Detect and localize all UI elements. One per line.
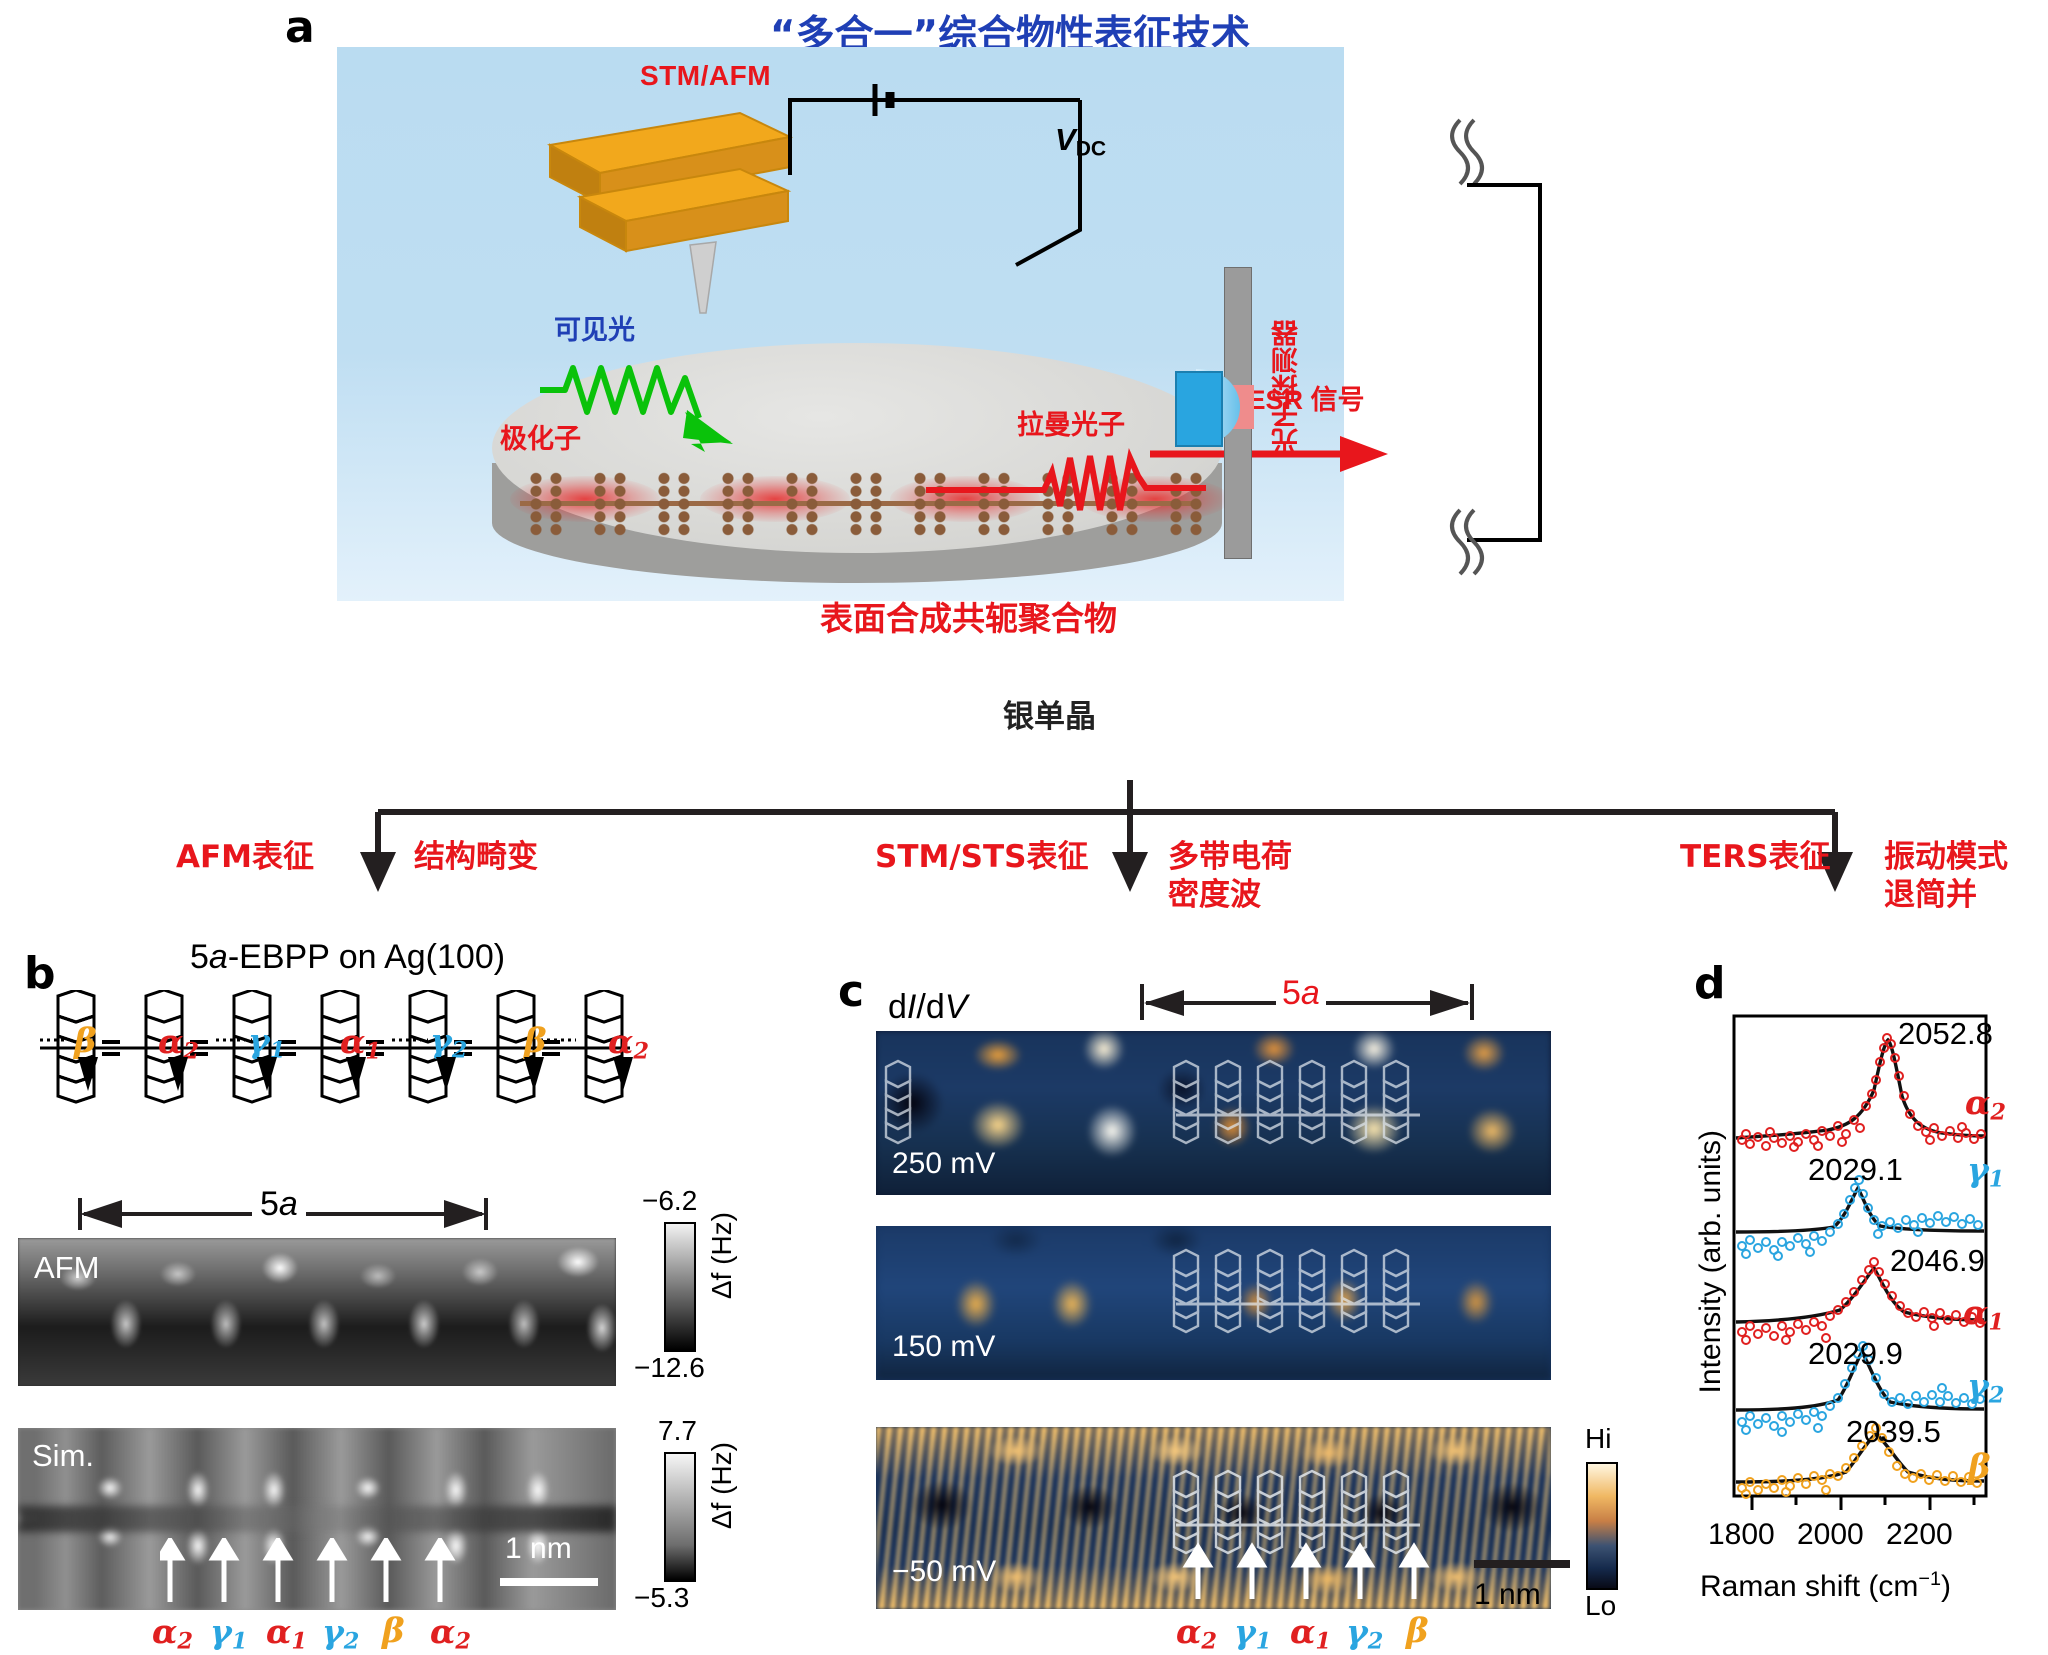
tuning-fork-probe [547, 111, 794, 314]
branch-result-ters-line2: 退简并 [1884, 877, 1977, 913]
panel-letter-d: d [1694, 958, 1726, 1009]
branch-method-ters: TERS表征 [1680, 839, 1831, 875]
sim-cbar-min: −5.3 [634, 1582, 690, 1613]
chain-label-gamma2: γ2 [430, 1021, 468, 1064]
branch-method-afm: AFM表征 [176, 839, 315, 875]
incident-light-arrow [540, 365, 733, 452]
branch-result-stm-line2: 密度波 [1168, 877, 1261, 913]
xtick-2200: 2200 [1886, 1518, 1953, 1551]
branch-result-stm-line1: 多带电荷 [1168, 839, 1292, 875]
sim-cbar-unit: Δf (Hz) [706, 1442, 737, 1530]
sim-label-gamma2: γ2 [322, 1612, 360, 1655]
series-label-gamma1: γ1 [1967, 1150, 2005, 1193]
sim-image [18, 1428, 616, 1610]
period-label-b: 5a [252, 1185, 306, 1224]
raman-plot [1732, 1014, 1988, 1510]
series-label-alpha1: α1 [1963, 1293, 2005, 1336]
branch-connector [360, 780, 1853, 892]
xtick-1800: 1800 [1708, 1518, 1775, 1551]
stm-image-250mv: 250 mV [876, 1031, 1551, 1195]
afm-colorbar [664, 1222, 696, 1352]
detector-wiring [1450, 118, 1542, 576]
stm-label-alpha1: α1 [1290, 1612, 1332, 1655]
panel-d-xlabel: Raman shift (cm−1) [1700, 1568, 1951, 1603]
branch-method-stm: STM/STS表征 [875, 839, 1089, 875]
afm-image-label: AFM [34, 1250, 100, 1285]
molecular-structure-diagram [40, 990, 630, 1104]
chain-label-alpha1: α1 [340, 1022, 382, 1065]
sim-label-beta: β [382, 1611, 405, 1651]
sim-label-alpha1: α1 [266, 1612, 308, 1655]
sim-scalebar [500, 1578, 598, 1586]
peak-label-beta: 2039.5 [1846, 1414, 1941, 1449]
afm-cbar-unit: Δf (Hz) [706, 1212, 737, 1300]
stm-cbar-lo: Lo [1585, 1590, 1617, 1621]
raman-photon-wave [926, 448, 1206, 511]
sim-cbar-max: 7.7 [658, 1415, 697, 1446]
sim-image-label: Sim. [32, 1438, 94, 1473]
sim-label-gamma1: γ1 [210, 1612, 248, 1655]
stm-label-gamma2: γ2 [1346, 1612, 1384, 1655]
bias-voltage-label: VDC [1055, 122, 1107, 161]
polymer-label: 表面合成共轭聚合物 [820, 599, 1117, 638]
stm-scalebar-label: 1 nm [1474, 1578, 1541, 1611]
branch-result-ters-line1: 振动模式 [1884, 839, 2008, 875]
voltage-label-150mv: 150 mV [892, 1330, 996, 1363]
afm-image [18, 1238, 616, 1386]
substrate-label: 银单晶 [1003, 699, 1096, 735]
xtick-2000: 2000 [1797, 1518, 1864, 1551]
chain-label-alpha2-2: α2 [608, 1022, 650, 1065]
chain-label-beta-1: β [74, 1021, 97, 1061]
panel-d-ylabel: Intensity (arb. units) [1694, 1130, 1727, 1394]
peak-label-alpha2: 2052.8 [1898, 1016, 1993, 1051]
panel-b-title: 5a-EBPP on Ag(100) [190, 938, 506, 976]
polaron-label: 极化子 [500, 424, 581, 455]
chain-label-arrows [78, 1057, 633, 1091]
stm-scalebar [1474, 1560, 1570, 1568]
panel-letter-a: a [285, 2, 315, 53]
stm-label-beta: β [1406, 1611, 1429, 1651]
afm-cbar-min: −12.6 [634, 1352, 705, 1383]
stm-image-150mv: 150 mV [876, 1226, 1551, 1380]
sim-scalebar-label: 1 nm [505, 1532, 572, 1565]
sim-arrow-markers [160, 1538, 456, 1602]
didv-label: dI/dV [888, 988, 968, 1026]
sim-colorbar [664, 1452, 696, 1582]
stm-colorbar [1586, 1462, 1618, 1590]
panel-letter-c: c [838, 966, 865, 1017]
panel-letter-b: b [24, 948, 56, 999]
photodetector-label: 光子探测器 [1272, 320, 1303, 455]
voltage-label-minus50mv: −50 mV [892, 1555, 997, 1588]
sim-label-alpha2-a: α2 [152, 1612, 194, 1655]
stm-afm-label: STM/AFM [640, 60, 772, 91]
stm-arrow-markers [1182, 1542, 1430, 1599]
series-label-gamma2: γ2 [1967, 1366, 2005, 1409]
detector-lens [1175, 371, 1223, 447]
afm-cbar-max: −6.2 [642, 1185, 698, 1216]
voltage-label-250mv: 250 mV [892, 1147, 996, 1180]
bias-circuit [788, 84, 1082, 267]
stm-label-alpha2: α2 [1176, 1612, 1218, 1655]
peak-label-alpha1: 2046.9 [1890, 1243, 1985, 1278]
series-label-alpha2: α2 [1965, 1083, 2007, 1126]
chain-label-alpha2-1: α2 [158, 1022, 200, 1065]
raman-photon-label: 拉曼光子 [1017, 410, 1125, 441]
stm-image-minus50mv: −50 mV [876, 1427, 1551, 1609]
chain-label-beta-2: β [524, 1021, 547, 1061]
visible-light-label: 可见光 [554, 315, 635, 346]
stm-label-gamma1: γ1 [1234, 1612, 1272, 1655]
period-label-c: 5a [1276, 974, 1326, 1013]
series-label-beta: β [1968, 1447, 1991, 1487]
peak-label-gamma2: 2029.9 [1808, 1336, 1903, 1371]
sim-label-alpha2-b: α2 [430, 1612, 472, 1655]
stm-cbar-hi: Hi [1585, 1423, 1612, 1454]
peak-label-gamma1: 2029.1 [1808, 1152, 1903, 1187]
branch-result-afm: 结构畸变 [414, 839, 538, 875]
